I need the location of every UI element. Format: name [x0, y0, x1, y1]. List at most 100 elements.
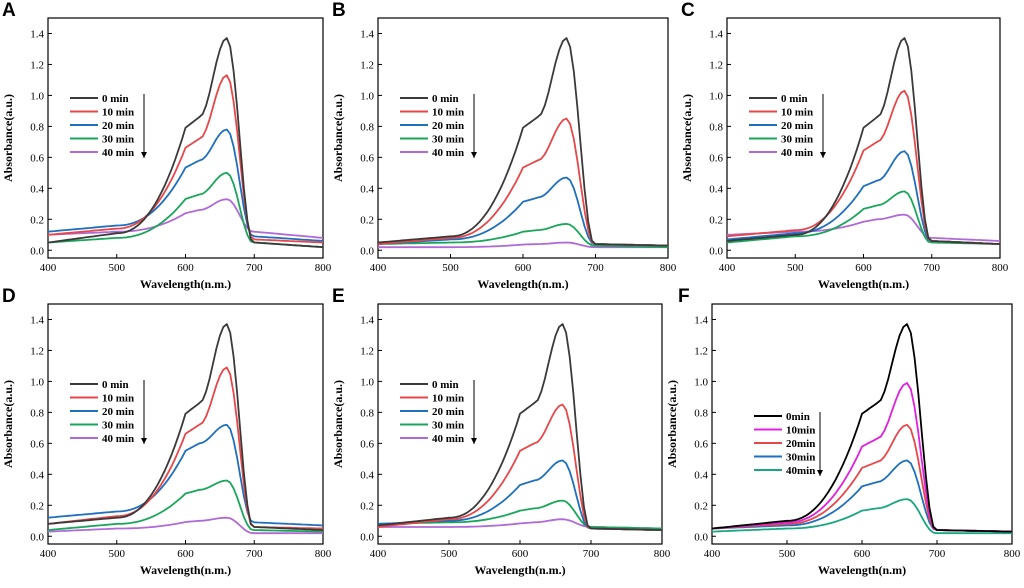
series-group: [48, 37, 323, 249]
legend-label: 20 min: [781, 120, 813, 132]
x-axis-label: Wavelength(n.m.): [474, 563, 565, 577]
series-line: [727, 190, 1000, 245]
y-tick-label: 1.0: [694, 376, 708, 388]
x-axis-label: Wavelength(n.m): [818, 563, 906, 577]
y-tick-label: 0.0: [30, 531, 44, 543]
legend-label: 10 min: [102, 393, 134, 405]
series-line: [727, 150, 1000, 245]
chart-panel-b: B 400 500 600 700 800 0.0 0.2 0.4 0.6 0.8 1.0 1.2 1.4…: [331, 0, 677, 291]
x-tick-label: 700: [929, 548, 946, 560]
y-tick-label: 0.2: [30, 214, 44, 226]
series-line: [378, 459, 662, 531]
legend-label: 40 min: [432, 147, 464, 159]
x-tick-label: 800: [315, 548, 332, 560]
x-tick-label: 700: [246, 262, 263, 274]
series-group: [378, 323, 662, 531]
y-tick-label: 0.2: [694, 500, 708, 512]
y-tick-label: 0.4: [360, 469, 374, 481]
legend-label: 30 min: [432, 420, 464, 432]
x-tick-label: 600: [177, 548, 194, 560]
x-tick-label: 400: [719, 262, 736, 274]
x-tick-label: 800: [315, 262, 332, 274]
y-tick-label: 0.8: [30, 121, 44, 133]
legend-label: 10 min: [432, 393, 464, 405]
series-line: [712, 423, 1012, 533]
y-tick-label: 1.0: [30, 90, 44, 102]
series-group: [378, 37, 668, 249]
legend-label: 0 min: [781, 93, 808, 105]
series-line: [712, 459, 1012, 533]
series-line: [48, 366, 323, 530]
x-tick-label: 500: [787, 262, 804, 274]
chart-panel-e: E 400 500 600 700 800 0.0 0.2 0.4 0.6 0.8 1.0 1.2 1.4…: [331, 286, 671, 577]
y-tick-label: 0.2: [30, 500, 44, 512]
y-axis-label: Absorbance(a.u.): [1, 94, 15, 182]
series-line: [378, 499, 662, 530]
y-tick-label: 1.2: [30, 345, 44, 357]
legend-label: 30 min: [781, 134, 813, 146]
legend-label: 30 min: [102, 134, 134, 146]
legend-label: 40 min: [781, 147, 813, 159]
y-tick-label: 1.4: [360, 28, 374, 40]
y-axis-label: Absorbance(a.u.): [1, 380, 15, 468]
y-tick-label: 0.6: [30, 438, 44, 450]
legend-label: 40 min: [102, 147, 134, 159]
panel-letter: A: [2, 0, 16, 21]
x-axis-label: Wavelength(n.m.): [140, 277, 231, 291]
series-line: [48, 423, 323, 527]
series-line: [48, 74, 323, 244]
y-tick-label: 0.6: [360, 152, 374, 164]
y-tick-label: 0.0: [694, 531, 708, 543]
x-axis-label: Wavelength(n.m.): [477, 277, 568, 291]
y-tick-label: 1.0: [360, 90, 374, 102]
y-tick-label: 0.0: [30, 245, 44, 257]
legend-label: 10 min: [432, 107, 464, 119]
trend-arrow-icon: [141, 438, 147, 444]
series-group: [712, 323, 1012, 535]
y-tick-label: 0.2: [360, 500, 374, 512]
legend-label: 0 min: [102, 379, 129, 391]
y-axis-label: Absorbance(a.u.): [331, 380, 345, 468]
trend-arrow-icon: [141, 152, 147, 158]
x-tick-label: 600: [854, 548, 871, 560]
x-tick-label: 700: [583, 548, 600, 560]
x-tick-label: 600: [512, 548, 529, 560]
chart-panel-f: F 400 500 600 700 800 0.0 0.2 0.4 0.6 0.8 1.0 1.2 1.4…: [665, 286, 1021, 577]
y-tick-label: 1.0: [709, 90, 723, 102]
x-tick-label: 400: [40, 548, 57, 560]
y-tick-label: 0.4: [360, 183, 374, 195]
y-tick-label: 0.8: [360, 121, 374, 133]
series-line: [378, 241, 668, 249]
x-tick-label: 600: [177, 262, 194, 274]
series-line: [48, 37, 323, 249]
x-tick-label: 800: [992, 262, 1009, 274]
legend-label: 20 min: [102, 406, 134, 418]
x-tick-label: 500: [109, 548, 126, 560]
legend-label: 10min: [786, 425, 815, 437]
y-tick-label: 0.2: [709, 214, 723, 226]
legend-label: 20 min: [102, 120, 134, 132]
x-tick-label: 800: [660, 262, 677, 274]
legend-label: 10 min: [781, 107, 813, 119]
panel-letter: E: [332, 286, 345, 307]
y-tick-label: 0.6: [694, 438, 708, 450]
y-tick-label: 1.4: [30, 314, 44, 326]
y-tick-label: 1.0: [360, 376, 374, 388]
x-tick-label: 700: [924, 262, 941, 274]
x-tick-label: 600: [515, 262, 532, 274]
legend-label: 0min: [786, 411, 810, 423]
y-tick-label: 0.0: [360, 531, 374, 543]
legend-label: 40min: [786, 465, 815, 477]
y-tick-label: 0.4: [30, 183, 44, 195]
y-axis-label: Absorbance(a.u.): [680, 94, 694, 182]
y-tick-label: 0.6: [360, 438, 374, 450]
chart-panel-c: C 400 500 600 700 800 0.0 0.2 0.4 0.6 0.8 1.0 1.2 1.4…: [680, 0, 1009, 291]
y-tick-label: 1.4: [30, 28, 44, 40]
plot-frame: [711, 303, 1013, 545]
x-tick-label: 600: [855, 262, 872, 274]
y-tick-label: 0.4: [30, 469, 44, 481]
legend-label: 40 min: [102, 433, 134, 445]
x-tick-label: 500: [109, 262, 126, 274]
y-tick-label: 1.2: [360, 59, 374, 71]
